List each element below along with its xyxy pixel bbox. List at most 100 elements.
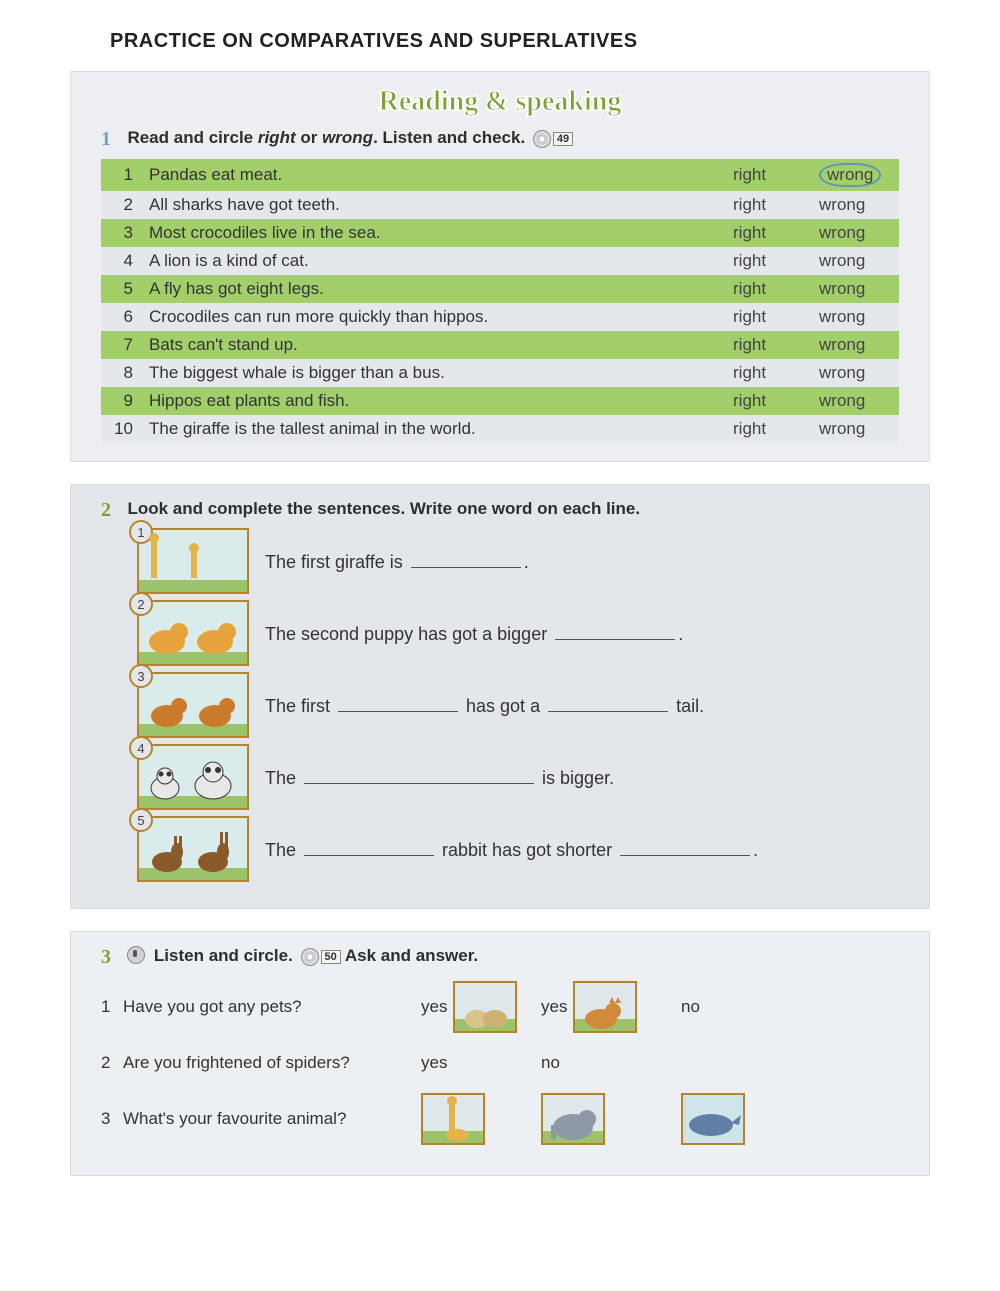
row-text: Crocodiles can run more quickly than hip… [143, 303, 727, 331]
row-text: All sharks have got teeth. [143, 191, 727, 219]
option-right[interactable]: right [727, 331, 813, 359]
picture-box: 2 [137, 600, 249, 666]
ex1-row: 10The giraffe is the tallest animal in t… [101, 415, 899, 443]
row-text: The biggest whale is bigger than a bus. [143, 359, 727, 387]
ex3-option[interactable] [681, 1093, 811, 1145]
ex3-option[interactable]: yes [421, 981, 541, 1033]
row-number: 3 [101, 219, 143, 247]
row-number: 5 [101, 275, 143, 303]
row-number: 1 [101, 159, 143, 191]
sentence: The is bigger. [265, 765, 614, 789]
picture-box: 4 [137, 744, 249, 810]
sentence: The first has got a tail. [265, 693, 704, 717]
option-wrong[interactable]: wrong [813, 219, 899, 247]
option-wrong[interactable]: wrong [813, 387, 899, 415]
animal-thumb [573, 981, 637, 1033]
ex2-row: 2The second puppy has got a bigger . [101, 598, 899, 668]
option-label: yes [421, 1053, 447, 1073]
row-number: 2 [101, 191, 143, 219]
row-text: Bats can't stand up. [143, 331, 727, 359]
option-wrong[interactable]: wrong [813, 247, 899, 275]
row-number: 10 [101, 415, 143, 443]
option-right[interactable]: right [727, 247, 813, 275]
sentence: The first giraffe is . [265, 549, 529, 573]
ex1-row: 6Crocodiles can run more quickly than hi… [101, 303, 899, 331]
option-wrong[interactable]: wrong [813, 191, 899, 219]
ex3-option[interactable]: yes [541, 981, 681, 1033]
row-text: The giraffe is the tallest animal in the… [143, 415, 727, 443]
ex1-row: 4A lion is a kind of cat.rightwrong [101, 247, 899, 275]
row-number: 6 [101, 303, 143, 331]
ex3-question: 2Are you frightened of spiders? [101, 1053, 421, 1073]
row-number: 7 [101, 331, 143, 359]
row-text: Most crocodiles live in the sea. [143, 219, 727, 247]
option-wrong[interactable]: wrong [813, 275, 899, 303]
row-number: 4 [101, 247, 143, 275]
ex1-row: 9Hippos eat plants and fish.rightwrong [101, 387, 899, 415]
blank[interactable] [411, 549, 521, 568]
animal-thumb [541, 1093, 605, 1145]
blank[interactable] [548, 693, 668, 712]
blank[interactable] [304, 765, 534, 784]
ex1-row: 2All sharks have got teeth.rightwrong [101, 191, 899, 219]
cd-icon: 50 [301, 948, 341, 966]
ex2-row: 1 The first giraffe is . [101, 526, 899, 596]
option-right[interactable]: right [727, 275, 813, 303]
exercise-2-header: 2 Look and complete the sentences. Write… [101, 499, 899, 522]
ex1-row: 8The biggest whale is bigger than a bus.… [101, 359, 899, 387]
blank[interactable] [620, 837, 750, 856]
row-text: A fly has got eight legs. [143, 275, 727, 303]
picture-box: 3 [137, 672, 249, 738]
option-wrong[interactable]: wrong [813, 303, 899, 331]
option-right[interactable]: right [727, 191, 813, 219]
option-wrong[interactable]: wrong [813, 159, 899, 191]
option-label: yes [541, 997, 567, 1017]
row-number: 9 [101, 387, 143, 415]
option-label: no [541, 1053, 560, 1073]
exercise-2-panel: 2 Look and complete the sentences. Write… [70, 484, 930, 909]
exercise-1-panel: Reading & speaking 1 Read and circle rig… [70, 71, 930, 462]
exercise-1-number: 1 [101, 128, 123, 151]
exercise-1-table: 1Pandas eat meat.rightwrong2All sharks h… [101, 159, 899, 443]
ex3-option[interactable]: no [541, 1053, 681, 1073]
option-wrong[interactable]: wrong [813, 415, 899, 443]
cd-icon: 49 [533, 130, 573, 148]
option-right[interactable]: right [727, 387, 813, 415]
ex3-question: 3What's your favourite animal? [101, 1109, 421, 1129]
blank[interactable] [304, 837, 434, 856]
option-right[interactable]: right [727, 159, 813, 191]
row-text: Pandas eat meat. [143, 159, 727, 191]
blank[interactable] [555, 621, 675, 640]
option-right[interactable]: right [727, 303, 813, 331]
row-number: 8 [101, 359, 143, 387]
exercise-3-instruction: Listen and circle. 50 Ask and answer. [154, 946, 478, 966]
ex3-option[interactable]: no [681, 997, 811, 1017]
ex3-option[interactable] [541, 1093, 681, 1145]
page-title: PRACTICE ON COMPARATIVES AND SUPERLATIVE… [110, 30, 930, 53]
sentence: The rabbit has got shorter . [265, 837, 758, 861]
ex1-row: 1Pandas eat meat.rightwrong [101, 159, 899, 191]
exercise-1-instruction: Read and circle right or wrong. Listen a… [127, 128, 573, 148]
ex3-option[interactable] [421, 1093, 541, 1145]
option-wrong[interactable]: wrong [813, 331, 899, 359]
picture-box: 5 [137, 816, 249, 882]
animal-thumb [421, 1093, 485, 1145]
option-wrong[interactable]: wrong [813, 359, 899, 387]
ex1-row: 5A fly has got eight legs.rightwrong [101, 275, 899, 303]
option-right[interactable]: right [727, 415, 813, 443]
ex1-row: 3Most crocodiles live in the sea.rightwr… [101, 219, 899, 247]
option-right[interactable]: right [727, 219, 813, 247]
ex2-row: 3 The first has got a tail. [101, 670, 899, 740]
picture-box: 1 [137, 528, 249, 594]
ex3-option[interactable]: yes [421, 1053, 541, 1073]
animal-thumb [681, 1093, 745, 1145]
exercise-3-panel: 3 Listen and circle. 50 Ask and answer. … [70, 931, 930, 1176]
reading-speaking-banner: Reading & speaking [101, 86, 899, 118]
animal-thumb [453, 981, 517, 1033]
row-text: Hippos eat plants and fish. [143, 387, 727, 415]
exercise-3-header: 3 Listen and circle. 50 Ask and answer. [101, 946, 899, 969]
ex1-row: 7Bats can't stand up.rightwrong [101, 331, 899, 359]
blank[interactable] [338, 693, 458, 712]
microphone-icon [127, 946, 145, 964]
option-right[interactable]: right [727, 359, 813, 387]
